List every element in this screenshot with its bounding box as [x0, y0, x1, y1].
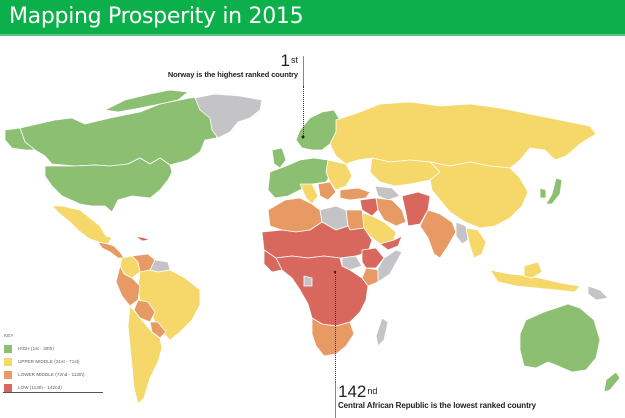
region-turkey [339, 187, 371, 201]
region-central-america [97, 241, 125, 259]
legend-swatch-lower-middle [4, 370, 12, 379]
region-usa [44, 157, 173, 213]
norway-marker [301, 135, 305, 139]
region-papua-new-guinea [587, 285, 609, 301]
highest-ranked-callout: 1st Norway is the highest ranked country [168, 52, 298, 79]
region-korea [539, 187, 547, 199]
region-west-africa-coast [263, 249, 283, 273]
region-southern-europe [299, 183, 319, 205]
lowest-rank: 142nd [338, 383, 536, 400]
lowest-rank-suffix: nd [367, 386, 378, 396]
world-map [4, 89, 621, 405]
highest-rank-description: Norway is the highest ranked country [167, 70, 298, 79]
lowest-rank-description: Central African Republic is the lowest r… [338, 401, 537, 410]
region-russia [329, 101, 597, 169]
top-callout-dotted-line [303, 86, 304, 136]
header-bar: Mapping Prosperity in 2015 [0, 0, 625, 36]
region-central-asia [369, 157, 441, 187]
region-kenya [361, 267, 379, 287]
region-afghanistan-pakistan [401, 191, 431, 227]
region-australia [519, 303, 601, 373]
highest-rank: 1st [168, 52, 298, 69]
legend-swatch-low [4, 383, 12, 392]
region-borneo [523, 261, 543, 279]
region-north-africa-west [267, 197, 323, 233]
region-eastern-europe [325, 159, 353, 191]
region-central-africa [275, 255, 369, 327]
highest-rank-number: 1 [280, 51, 290, 70]
region-yemen-oman [379, 235, 403, 251]
page-title: Mapping Prosperity in 2015 [9, 4, 304, 29]
region-myanmar [455, 221, 469, 245]
region-new-zealand [603, 371, 621, 393]
region-canada-islands [104, 89, 189, 113]
region-ethiopia [361, 247, 385, 269]
region-iran [375, 197, 407, 227]
region-india [419, 209, 457, 259]
region-southern-africa [311, 317, 355, 357]
top-callout-line [303, 56, 304, 86]
legend-label-high: HIGH (1st - 30th) [18, 346, 54, 351]
legend-title: KEY [4, 333, 14, 338]
region-mexico [51, 205, 113, 245]
region-caucasus-turkmen [374, 185, 401, 201]
region-western-europe [267, 157, 333, 199]
legend-item-low: LOW (113th - 142nd) [4, 382, 104, 393]
region-argentina-chile [127, 305, 163, 405]
highest-rank-suffix: st [290, 55, 298, 65]
bottom-callout-dotted-line [335, 272, 336, 382]
region-paraguay [149, 321, 167, 339]
region-greenland [194, 93, 263, 139]
legend-item-upper-middle: UPPER MIDDLE (31st - 71st) [4, 356, 104, 367]
legend-label-upper-middle: UPPER MIDDLE (31st - 71st) [18, 359, 80, 364]
legend-label-low: LOW (113th - 142nd) [18, 385, 62, 390]
region-alaska [4, 127, 36, 151]
lowest-rank-number: 142 [338, 382, 367, 401]
legend-swatch-high [4, 344, 12, 353]
map-legend: KEY HIGH (1st - 30th) UPPER MIDDLE (31st… [4, 333, 104, 395]
region-iraq-syria [359, 197, 379, 217]
legend-item-high: HIGH (1st - 30th) [4, 343, 104, 354]
region-madagascar [375, 317, 389, 347]
region-china-mongolia [429, 161, 529, 229]
bottom-callout-line [335, 382, 336, 418]
legend-label-lower-middle: LOWER MIDDLE (72nd - 112th) [18, 372, 85, 377]
region-japan [545, 177, 563, 205]
legend-divider [3, 392, 103, 393]
region-southeast-asia [465, 227, 487, 259]
legend-swatch-upper-middle [4, 357, 12, 366]
region-gabon [303, 275, 313, 287]
region-balkans [317, 181, 337, 201]
region-uk [271, 147, 287, 169]
legend-item-lower-middle: LOWER MIDDLE (72nd - 112th) [4, 369, 104, 380]
lowest-ranked-callout: 142nd Central African Republic is the lo… [338, 383, 536, 410]
region-caribbean [134, 235, 151, 242]
